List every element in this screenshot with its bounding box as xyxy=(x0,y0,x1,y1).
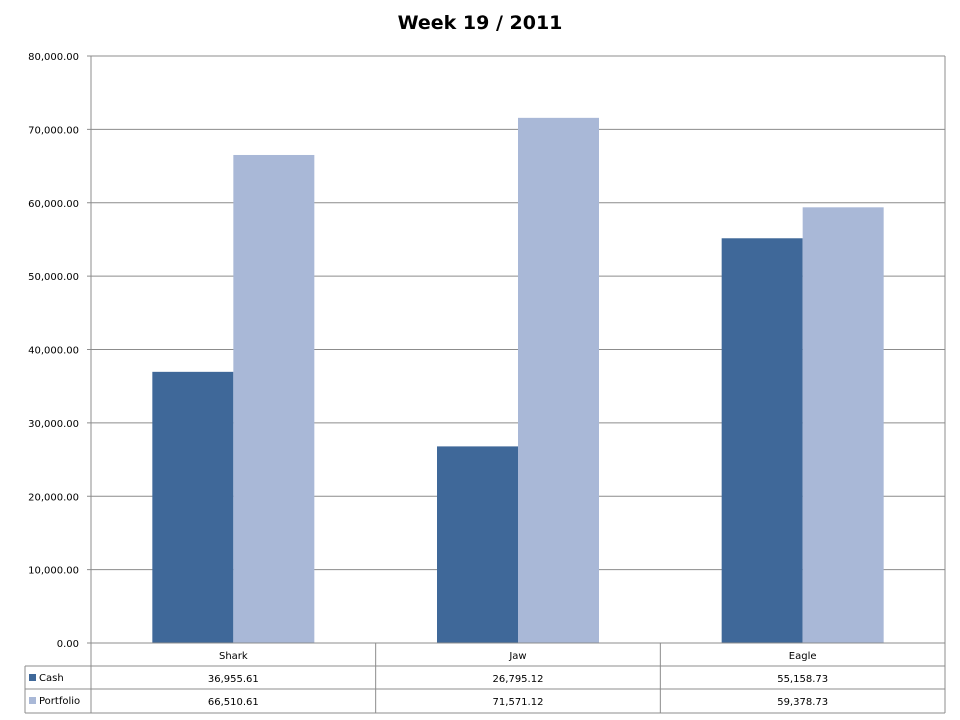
y-tick-label: 70,000.00 xyxy=(28,125,79,136)
data-value-label: 71,571.12 xyxy=(493,697,544,708)
legend-label-portfolio: Portfolio xyxy=(39,696,80,707)
legend-swatch-portfolio xyxy=(29,697,36,704)
bar-cash-jaw xyxy=(437,446,518,643)
data-value-label: 55,158.73 xyxy=(777,674,828,685)
data-value-label: 36,955.61 xyxy=(208,674,259,685)
category-label: Shark xyxy=(219,651,248,662)
data-table: Shark Jaw Eagle Cash 36,955.61 26,795.12 55,15… xyxy=(24,642,946,714)
y-tick-label: 80,000.00 xyxy=(28,52,79,63)
y-tick-label: 20,000.00 xyxy=(28,492,79,503)
y-tick-label: 0.00 xyxy=(57,639,79,650)
y-tick-label: 40,000.00 xyxy=(28,346,79,357)
chart-title: Week 19 / 2011 xyxy=(397,12,563,34)
bar-portfolio-jaw xyxy=(518,117,599,643)
data-value-label: 66,510.61 xyxy=(208,697,259,708)
category-label: Jaw xyxy=(508,651,526,662)
bars xyxy=(152,117,884,643)
y-tick-label: 50,000.00 xyxy=(28,272,79,283)
bar-portfolio-eagle xyxy=(802,207,884,643)
data-value-label: 26,795.12 xyxy=(493,674,544,685)
bar-portfolio-shark xyxy=(233,154,315,643)
category-label: Eagle xyxy=(789,651,817,662)
y-axis: 0.00 10,000.00 20,000.00 30,000.00 40,000.00… xyxy=(28,52,92,650)
data-value-label: 59,378.73 xyxy=(777,697,828,708)
bar-cash-eagle xyxy=(721,238,803,643)
bar-cash-shark xyxy=(152,371,234,643)
y-tick-label: 30,000.00 xyxy=(28,419,79,430)
y-tick-label: 60,000.00 xyxy=(28,199,79,210)
legend-label-cash: Cash xyxy=(39,673,64,684)
y-tick-label: 10,000.00 xyxy=(28,566,79,577)
legend-swatch-cash xyxy=(29,674,36,681)
